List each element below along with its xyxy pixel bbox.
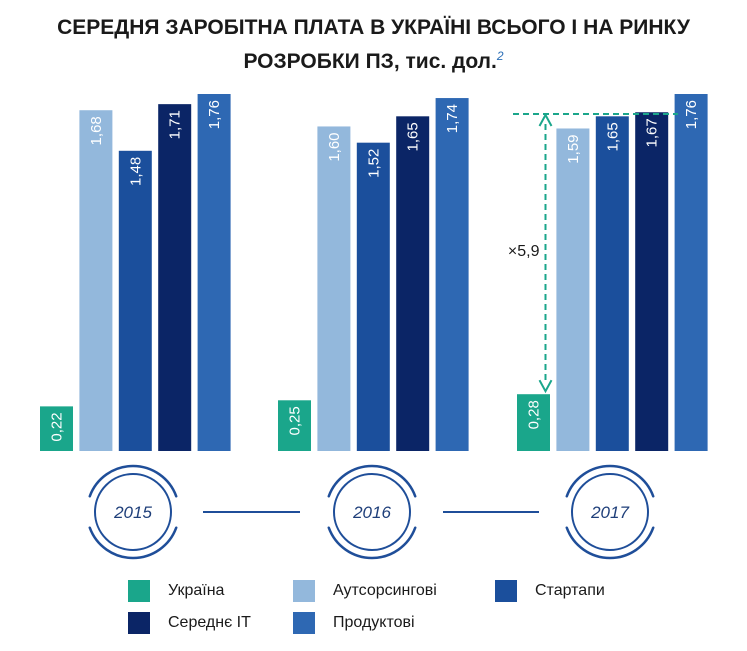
bar-2016-4 bbox=[435, 98, 469, 451]
bar-value-label: 0,25 bbox=[287, 406, 304, 435]
bar-2015-2 bbox=[118, 150, 152, 451]
bar-2016-1 bbox=[317, 126, 351, 452]
chart-title: СЕРЕДНЯ ЗАРОБІТНА ПЛАТА В УКРАЇНІ ВСЬОГО… bbox=[0, 14, 747, 76]
legend-label: Україна bbox=[168, 582, 225, 599]
year-ring-arc-top bbox=[565, 464, 655, 498]
bar-2016-2 bbox=[356, 142, 390, 451]
bar-2015-4 bbox=[197, 94, 231, 451]
title-line-1: СЕРЕДНЯ ЗАРОБІТНА ПЛАТА В УКРАЇНІ ВСЬОГО… bbox=[57, 16, 690, 39]
bar-value-label: 1,68 bbox=[88, 116, 105, 145]
legend-label: Стартапи bbox=[535, 582, 605, 599]
legend-swatch bbox=[293, 580, 315, 602]
legend-swatch bbox=[495, 580, 517, 602]
year-ring-arc-bottom bbox=[565, 526, 655, 560]
legend-label: Продуктові bbox=[333, 614, 415, 631]
bar-value-label: 1,65 bbox=[604, 122, 621, 151]
bar-2017-1 bbox=[556, 128, 590, 451]
bar-value-label: 1,76 bbox=[206, 100, 223, 129]
bar-2017-4 bbox=[674, 94, 708, 451]
bar-value-label: 1,48 bbox=[127, 157, 144, 186]
title-footnote: 2 bbox=[496, 49, 504, 63]
bar-value-label: 1,71 bbox=[167, 110, 184, 139]
year-ring-inner bbox=[333, 473, 411, 551]
year-ring-arc-bottom bbox=[88, 526, 178, 560]
bar-value-label: 1,60 bbox=[326, 132, 343, 161]
bar-value-label: 0,22 bbox=[49, 412, 66, 441]
legend-label: Аутсорсингові bbox=[333, 582, 437, 599]
year-ring-arc-top bbox=[327, 464, 417, 498]
legend-swatch bbox=[128, 580, 150, 602]
year-label: 2015 bbox=[113, 503, 152, 522]
bar-value-label: 1,74 bbox=[444, 104, 461, 133]
bar-value-label: 0,28 bbox=[526, 400, 543, 429]
bar-2015-1 bbox=[79, 110, 113, 452]
annotation-arrowhead-down bbox=[538, 379, 553, 394]
year-ring-inner bbox=[94, 473, 172, 551]
legend-label: Середнє IT bbox=[168, 614, 251, 631]
bar-value-label: 1,52 bbox=[365, 149, 382, 178]
bar-2016-3 bbox=[396, 116, 430, 451]
bar-2017-3 bbox=[635, 112, 669, 452]
bar-2017-2 bbox=[595, 116, 629, 451]
title-line-2: РОЗРОБКИ ПЗ, тис. дол.2 bbox=[0, 42, 747, 76]
year-label: 2017 bbox=[590, 503, 629, 522]
bar-value-label: 1,59 bbox=[565, 134, 582, 163]
year-label: 2016 bbox=[352, 503, 391, 522]
bar-2015-3 bbox=[158, 104, 192, 452]
annotation-label: ×5,9 bbox=[508, 243, 540, 260]
legend-swatch bbox=[293, 612, 315, 634]
legend-swatch bbox=[128, 612, 150, 634]
bar-2016-0 bbox=[278, 400, 311, 451]
bar-value-label: 1,76 bbox=[683, 100, 700, 129]
year-ring-arc-top bbox=[88, 464, 178, 498]
year-ring-arc-bottom bbox=[327, 526, 417, 560]
title-line-2-text: РОЗРОБКИ ПЗ, тис. дол. bbox=[243, 50, 497, 73]
bar-2015-0 bbox=[40, 406, 73, 451]
bar-value-label: 1,67 bbox=[644, 118, 661, 147]
bar-2017-0 bbox=[517, 394, 550, 451]
year-ring-inner bbox=[571, 473, 649, 551]
annotation-arrowhead-up bbox=[538, 112, 553, 127]
bar-value-label: 1,65 bbox=[405, 122, 422, 151]
